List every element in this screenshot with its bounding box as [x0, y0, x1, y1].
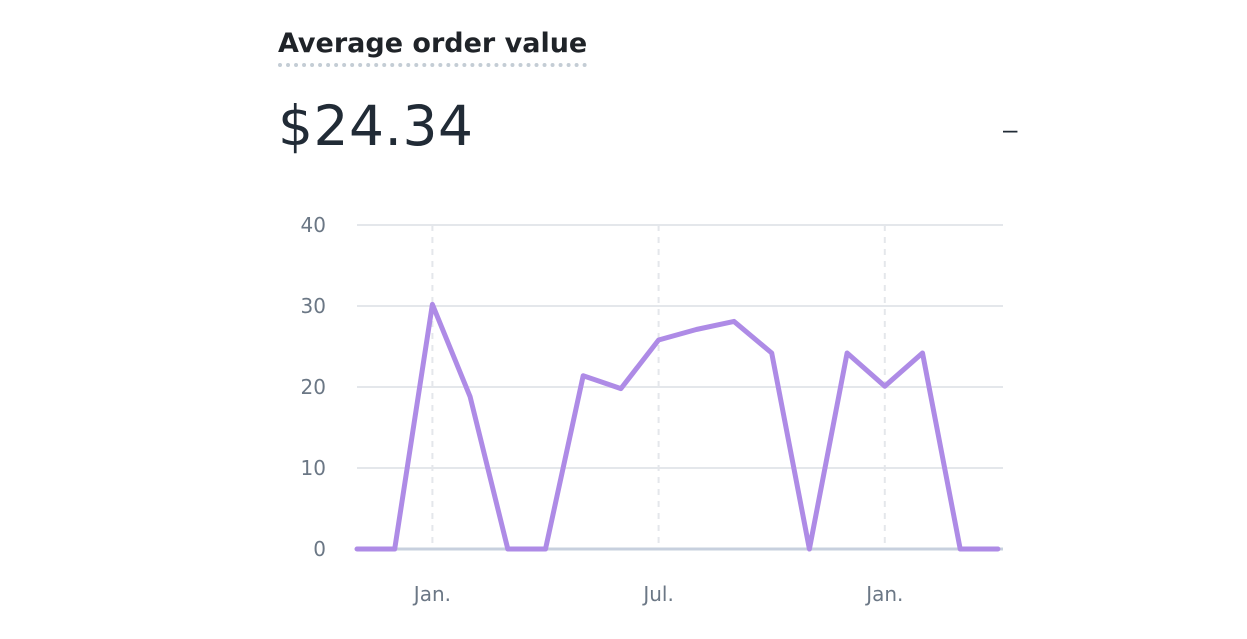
data-point[interactable] — [540, 543, 552, 555]
data-point[interactable] — [841, 347, 853, 359]
x-tick-label: Jul. — [641, 582, 674, 606]
x-tick-label: Jan. — [412, 582, 451, 606]
card-title[interactable]: Average order value — [278, 28, 588, 67]
y-axis-ticks: 0 10 20 30 40 — [301, 213, 326, 561]
x-tick-label: Jan. — [864, 582, 903, 606]
data-point[interactable] — [803, 543, 815, 555]
data-point[interactable] — [766, 347, 778, 359]
change-indicator: – — [1003, 114, 1018, 144]
data-point[interactable] — [502, 543, 514, 555]
data-point[interactable] — [389, 543, 401, 555]
data-point[interactable] — [954, 543, 966, 555]
data-point[interactable] — [464, 391, 476, 403]
horizontal-gridlines — [357, 224, 1003, 469]
y-tick-label: 0 — [313, 537, 326, 561]
data-point[interactable] — [728, 315, 740, 327]
y-tick-label: 10 — [301, 456, 326, 480]
y-tick-label: 40 — [301, 213, 326, 237]
y-tick-label: 30 — [301, 294, 326, 318]
data-point[interactable] — [426, 298, 438, 310]
data-point[interactable] — [351, 543, 363, 555]
series-line[interactable] — [354, 301, 1001, 552]
x-axis-ticks: Jan. Jul. Jan. — [412, 582, 904, 606]
data-point[interactable] — [690, 323, 702, 335]
average-order-value-card: Average order value $24.34 – — [278, 28, 1023, 628]
y-tick-label: 20 — [301, 375, 326, 399]
data-point[interactable] — [615, 383, 627, 395]
metric-value: $24.34 — [278, 94, 474, 158]
data-point[interactable] — [917, 347, 929, 359]
data-point[interactable] — [992, 543, 1004, 555]
data-point[interactable] — [653, 334, 665, 346]
data-point[interactable] — [879, 380, 891, 392]
data-point[interactable] — [577, 370, 589, 382]
